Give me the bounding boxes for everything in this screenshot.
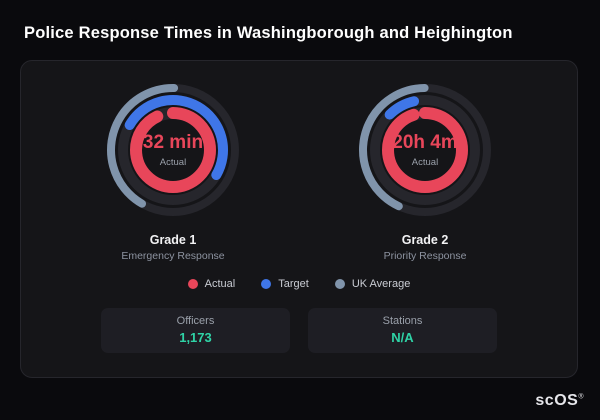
- gauge-grade-1: 32 min Actual Grade 1 Emergency Response: [73, 75, 273, 262]
- stat-label: Officers: [176, 315, 215, 327]
- donut-chart-grade-1: 32 min Actual: [98, 75, 248, 225]
- stat-stations: Stations N/A: [308, 308, 497, 353]
- gauges-row: 32 min Actual Grade 1 Emergency Response…: [21, 61, 577, 262]
- legend-label: Target: [278, 278, 309, 290]
- brand-name: scOS: [535, 392, 579, 409]
- stat-value: 1,173: [179, 330, 212, 345]
- legend-dot-target: [261, 279, 272, 289]
- legend-dot-actual: [187, 279, 198, 289]
- page-title: Police Response Times in Washingborough …: [24, 24, 513, 42]
- registered-mark: ®: [578, 393, 584, 401]
- gauge-title: Grade 1: [149, 233, 197, 247]
- donut-svg-grade-1: [107, 84, 239, 216]
- donut-chart-grade-2: 20h 4m Actual: [350, 75, 500, 225]
- gauge-title: Grade 2: [401, 233, 449, 247]
- stat-label: Stations: [382, 315, 423, 327]
- stat-officers: Officers 1,173: [101, 308, 290, 353]
- legend-dot-uk-average: [334, 279, 345, 289]
- stats-row: Officers 1,173 Stations N/A: [101, 308, 497, 353]
- gauge-subtitle: Emergency Response: [121, 250, 225, 262]
- gauge-subtitle: Priority Response: [383, 250, 467, 262]
- legend-label: Actual: [204, 278, 236, 290]
- legend-item-uk-average[interactable]: UK Average: [334, 278, 411, 290]
- legend-item-target[interactable]: Target: [261, 278, 309, 290]
- legend-label: UK Average: [351, 278, 411, 290]
- chart-card: 32 min Actual Grade 1 Emergency Response…: [20, 60, 578, 378]
- brand-logo: scOS®: [535, 392, 584, 410]
- legend-item-actual[interactable]: Actual: [187, 278, 236, 290]
- donut-svg-grade-2: [359, 84, 491, 216]
- chart-legend: Actual Target UK Average: [21, 278, 577, 290]
- stat-value: N/A: [391, 330, 414, 345]
- gauge-grade-2: 20h 4m Actual Grade 2 Priority Response: [325, 75, 525, 262]
